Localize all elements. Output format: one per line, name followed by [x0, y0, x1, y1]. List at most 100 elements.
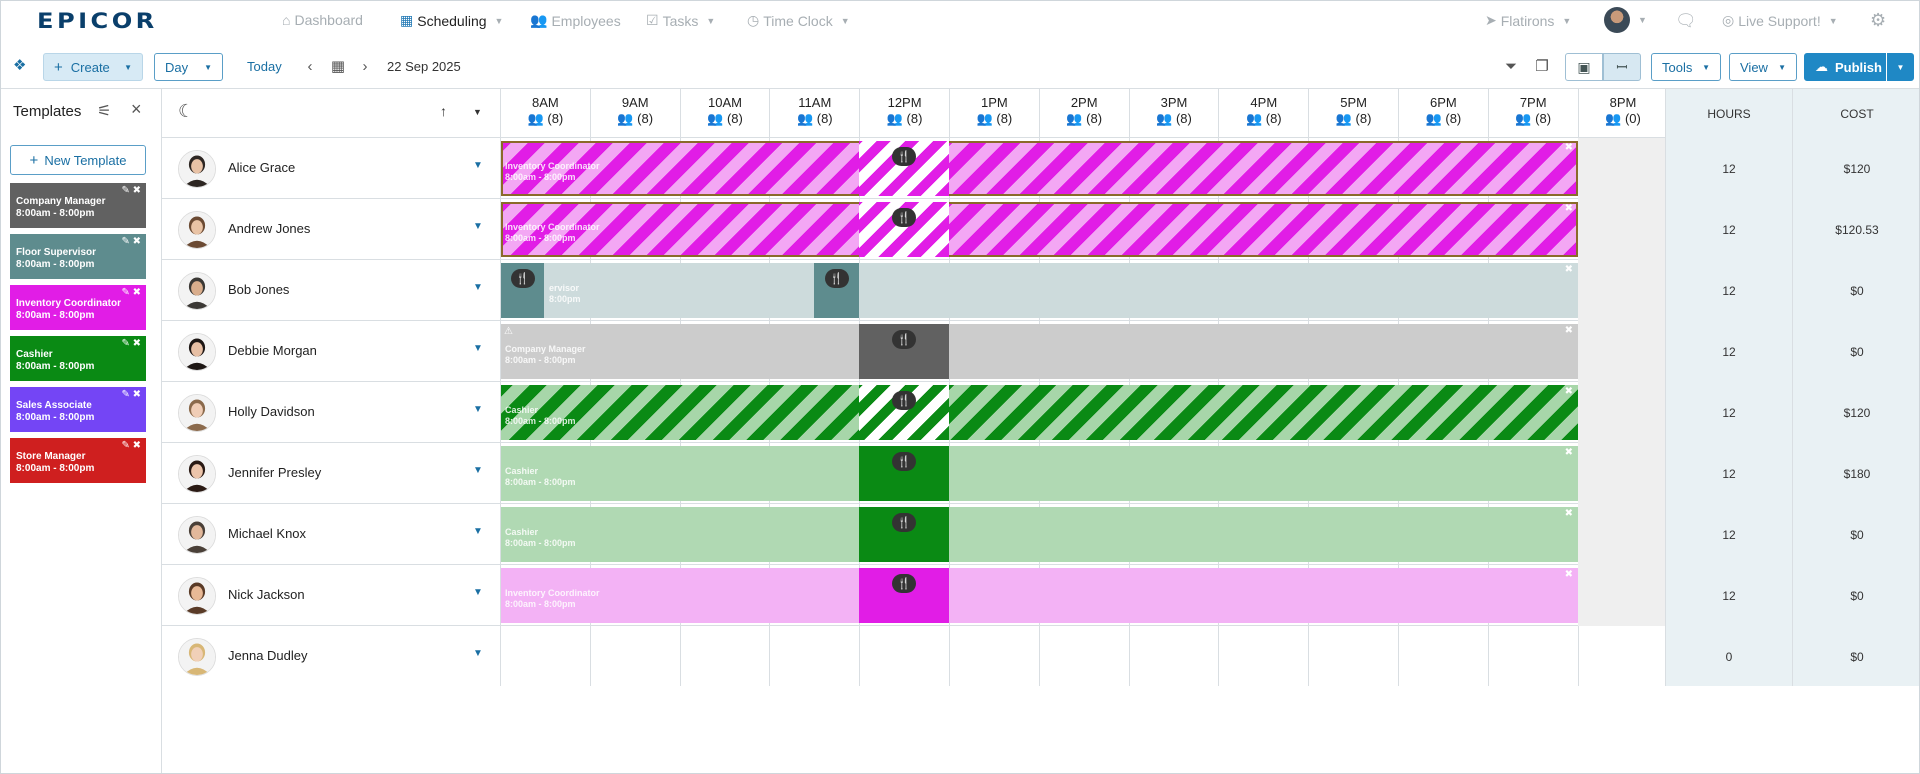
- remove-shift-icon[interactable]: ✖: [1564, 325, 1573, 336]
- shift-block[interactable]: Inventory Coordinator 8:00am - 8:00pm ✖: [501, 202, 1578, 257]
- publish-options-button[interactable]: ▼: [1887, 53, 1914, 81]
- nav-tasks[interactable]: ☑ Tasks ▼: [646, 12, 715, 29]
- nav-scheduling[interactable]: ▦ Scheduling ▼: [400, 12, 503, 29]
- view-menu-button[interactable]: View ▼: [1729, 53, 1797, 81]
- employee-cell[interactable]: Jennifer Presley ▼: [162, 443, 499, 504]
- delete-icon[interactable]: ✖: [132, 236, 141, 247]
- employee-name[interactable]: Debbie Morgan: [228, 343, 317, 358]
- delete-icon[interactable]: ✖: [132, 440, 141, 451]
- edit-icon[interactable]: ✎: [121, 185, 130, 196]
- employee-cell[interactable]: Michael Knox ▼: [162, 504, 499, 565]
- break-block[interactable]: 🍴: [501, 263, 544, 318]
- template-card[interactable]: ✎ ✖ Floor Supervisor 8:00am - 8:00pm: [10, 234, 146, 279]
- employee-name[interactable]: Nick Jackson: [228, 587, 305, 602]
- moon-icon[interactable]: ☾: [178, 101, 195, 121]
- filter-button[interactable]: ⏷: [1500, 55, 1522, 77]
- edit-icon[interactable]: ✎: [121, 236, 130, 247]
- template-card[interactable]: ✎ ✖ Store Manager 8:00am - 8:00pm: [10, 438, 146, 483]
- employee-name[interactable]: Michael Knox: [228, 526, 307, 541]
- employee-cell[interactable]: Andrew Jones ▼: [162, 199, 499, 260]
- employee-cell[interactable]: Holly Davidson ▼: [162, 382, 499, 443]
- close-icon[interactable]: ×: [131, 99, 142, 119]
- chevron-down-icon[interactable]: ▼: [473, 465, 483, 476]
- epicor-logo[interactable]: EPICOR: [37, 9, 158, 33]
- date-picker-button[interactable]: ▦: [327, 55, 349, 77]
- remove-shift-icon[interactable]: ✖: [1564, 569, 1573, 580]
- nav-dashboard[interactable]: ⌂ Dashboard: [282, 12, 363, 28]
- chevron-down-icon[interactable]: ▼: [473, 160, 483, 171]
- employee-cell[interactable]: Jenna Dudley ▼: [162, 626, 499, 687]
- template-card[interactable]: ✎ ✖ Cashier 8:00am - 8:00pm: [10, 336, 146, 381]
- employee-name[interactable]: Jenna Dudley: [228, 648, 308, 663]
- prev-day-button[interactable]: ‹: [299, 55, 321, 77]
- publish-button[interactable]: ☁ Publish: [1804, 53, 1886, 81]
- remove-shift-icon[interactable]: ✖: [1564, 142, 1573, 153]
- user-menu[interactable]: ▼: [1604, 7, 1647, 33]
- settings-button[interactable]: ⚙: [1870, 10, 1886, 31]
- chevron-down-icon[interactable]: ▼: [473, 648, 483, 659]
- shift-block[interactable]: ⚠ Company Manager 8:00am - 8:00pm ✖: [501, 324, 1578, 379]
- template-card[interactable]: ✎ ✖ Sales Associate 8:00am - 8:00pm: [10, 387, 146, 432]
- template-card[interactable]: ✎ ✖ Inventory Coordinator 8:00am - 8:00pm: [10, 285, 146, 330]
- remove-shift-icon[interactable]: ✖: [1564, 508, 1573, 519]
- employee-cell[interactable]: Nick Jackson ▼: [162, 565, 499, 626]
- create-button[interactable]: + Create ▼: [43, 53, 143, 81]
- break-block[interactable]: 🍴: [859, 141, 949, 196]
- toggle-positions-button[interactable]: ▣: [1565, 53, 1603, 81]
- shift-block[interactable]: Inventory Coordinator 8:00am - 8:00pm ✖: [501, 141, 1578, 196]
- messages-button[interactable]: 🗨: [1675, 11, 1697, 31]
- break-block[interactable]: 🍴: [859, 385, 949, 440]
- chevron-down-icon[interactable]: ▼: [473, 404, 483, 415]
- today-button[interactable]: Today: [247, 59, 282, 74]
- delete-icon[interactable]: ✖: [132, 389, 141, 400]
- cards-icon[interactable]: ❖: [13, 57, 27, 74]
- break-block[interactable]: 🍴: [859, 324, 949, 379]
- edit-icon[interactable]: ✎: [121, 389, 130, 400]
- template-card[interactable]: ✎ ✖ Company Manager 8:00am - 8:00pm: [10, 183, 146, 228]
- location-selector[interactable]: ➤ Flatirons ▼: [1485, 12, 1571, 29]
- employee-cell[interactable]: Alice Grace ▼: [162, 138, 499, 199]
- employee-name[interactable]: Bob Jones: [228, 282, 290, 297]
- nav-time-clock[interactable]: ◷ Time Clock ▼: [747, 12, 850, 29]
- nav-employees[interactable]: 👥 Employees: [530, 12, 621, 29]
- sort-dropdown-icon[interactable]: ▼: [473, 107, 482, 117]
- chevron-down-icon[interactable]: ▼: [473, 526, 483, 537]
- break-block[interactable]: 🍴: [859, 446, 949, 501]
- delete-icon[interactable]: ✖: [132, 185, 141, 196]
- sliders-icon[interactable]: ⚟: [97, 103, 112, 120]
- edit-icon[interactable]: ✎: [121, 338, 130, 349]
- employee-name[interactable]: Alice Grace: [228, 160, 296, 175]
- sort-arrow-icon[interactable]: ↑: [440, 103, 447, 119]
- shift-block[interactable]: Inventory Coordinator 8:00am - 8:00pm ✖: [501, 568, 1578, 623]
- delete-icon[interactable]: ✖: [132, 287, 141, 298]
- view-mode-select[interactable]: Day ▼: [154, 53, 223, 81]
- new-template-button[interactable]: + New Template: [10, 145, 146, 175]
- remove-shift-icon[interactable]: ✖: [1564, 447, 1573, 458]
- break-block[interactable]: 🍴: [859, 507, 949, 562]
- chevron-down-icon[interactable]: ▼: [473, 587, 483, 598]
- break-block[interactable]: 🍴: [859, 202, 949, 257]
- copy-button[interactable]: ❐: [1531, 55, 1553, 77]
- shift-block[interactable]: Cashier 8:00am - 8:00pm ✖: [501, 385, 1578, 440]
- delete-icon[interactable]: ✖: [132, 338, 141, 349]
- tools-menu-button[interactable]: Tools ▼: [1651, 53, 1721, 81]
- employee-name[interactable]: Holly Davidson: [228, 404, 315, 419]
- employee-name[interactable]: Jennifer Presley: [228, 465, 322, 480]
- employee-cell[interactable]: Bob Jones ▼: [162, 260, 499, 321]
- shift-block[interactable]: ervisor 8:00pm ✖: [501, 263, 1578, 318]
- chevron-down-icon[interactable]: ▼: [473, 343, 483, 354]
- remove-shift-icon[interactable]: ✖: [1564, 386, 1573, 397]
- shift-block[interactable]: Cashier 8:00am - 8:00pm ✖: [501, 446, 1578, 501]
- remove-shift-icon[interactable]: ✖: [1564, 264, 1573, 275]
- next-day-button[interactable]: ›: [354, 55, 376, 77]
- chevron-down-icon[interactable]: ▼: [473, 221, 483, 232]
- break-block[interactable]: 🍴: [814, 263, 859, 318]
- chevron-down-icon[interactable]: ▼: [473, 282, 483, 293]
- edit-icon[interactable]: ✎: [121, 287, 130, 298]
- employee-cell[interactable]: Debbie Morgan ▼: [162, 321, 499, 382]
- live-support[interactable]: ◎ Live Support! ▼: [1722, 12, 1838, 29]
- employee-name[interactable]: Andrew Jones: [228, 221, 311, 236]
- toggle-breaks-button[interactable]: ꟷ: [1603, 53, 1641, 81]
- shift-block[interactable]: Cashier 8:00am - 8:00pm ✖: [501, 507, 1578, 562]
- remove-shift-icon[interactable]: ✖: [1564, 203, 1573, 214]
